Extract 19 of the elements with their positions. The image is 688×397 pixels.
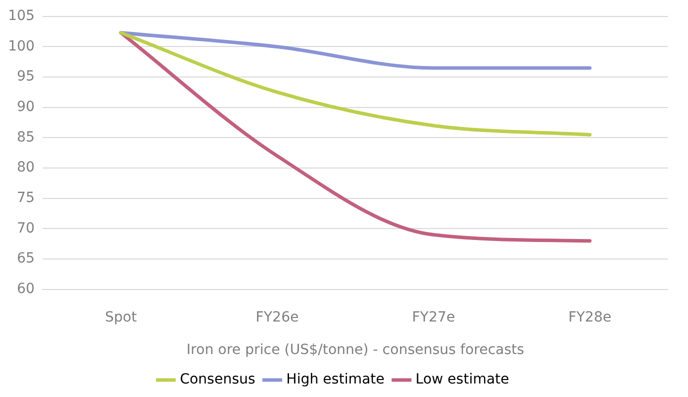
y-tick-label: 70 (16, 220, 35, 236)
line-series (119, 31, 592, 136)
x-tick-label: FY28e (568, 309, 612, 326)
y-tick-label: 60 (16, 281, 35, 298)
x-tick-label: Spot (104, 309, 138, 326)
y-tick-label: 65 (16, 250, 35, 267)
y-tick-label: 80 (16, 160, 35, 176)
x-tick-label: FY27e (412, 309, 456, 326)
legend-label: High estimate (286, 372, 385, 388)
legend-label: Consensus (180, 372, 256, 388)
y-tick-label: 100 (8, 38, 35, 54)
y-tick-label: 105 (8, 8, 35, 24)
y-tick-label: 90 (16, 99, 35, 116)
x-axis-title: Iron ore price (US$/tonne) - consensus forecasts (186, 342, 524, 358)
y-tick-label: 75 (16, 190, 35, 206)
y-tick-label: 95 (16, 68, 35, 85)
legend-label: Low estimate (416, 372, 510, 388)
y-tick-label: 85 (16, 129, 35, 146)
x-tick-label: FY26e (256, 309, 299, 326)
